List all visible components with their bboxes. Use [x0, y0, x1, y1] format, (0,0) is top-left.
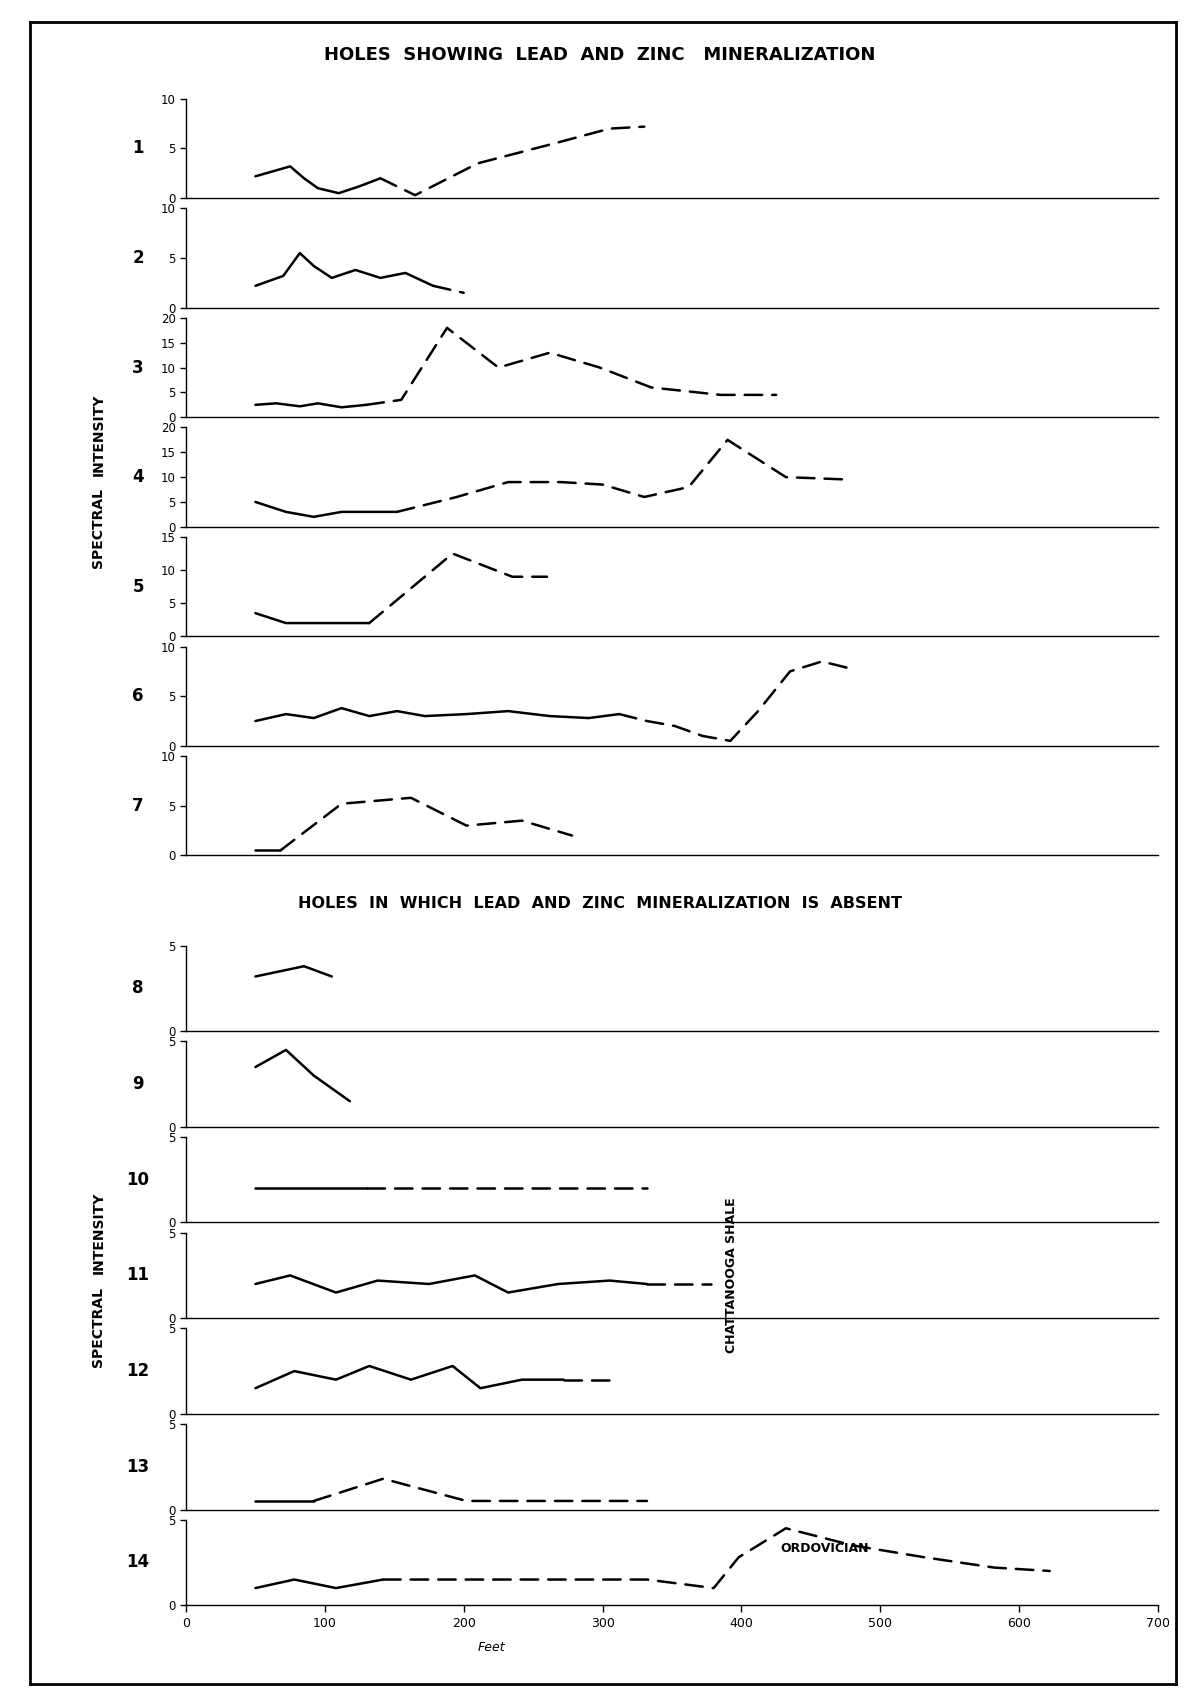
Text: 3: 3 — [132, 358, 144, 377]
Text: 13: 13 — [126, 1459, 150, 1476]
Text: 8: 8 — [132, 980, 144, 997]
Text: 2: 2 — [132, 249, 144, 268]
Text: 5: 5 — [132, 578, 144, 596]
Text: Feet: Feet — [478, 1641, 505, 1655]
Text: 1: 1 — [132, 140, 144, 157]
Text: 4: 4 — [132, 469, 144, 486]
Text: 7: 7 — [132, 797, 144, 815]
Text: 12: 12 — [126, 1361, 150, 1380]
Text: 14: 14 — [126, 1554, 150, 1571]
Text: CHATTANOOGA SHALE: CHATTANOOGA SHALE — [725, 1198, 738, 1353]
Text: INTENSITY: INTENSITY — [91, 394, 106, 475]
Text: 6: 6 — [132, 687, 144, 705]
Text: 9: 9 — [132, 1075, 144, 1092]
Text: 11: 11 — [126, 1266, 150, 1285]
Text: HOLES  IN  WHICH  LEAD  AND  ZINC  MINERALIZATION  IS  ABSENT: HOLES IN WHICH LEAD AND ZINC MINERALIZAT… — [298, 896, 902, 910]
Text: SPECTRAL: SPECTRAL — [91, 489, 106, 567]
Text: 10: 10 — [126, 1171, 150, 1189]
Text: ORDOVICIAN: ORDOVICIAN — [780, 1542, 869, 1554]
Text: INTENSITY: INTENSITY — [91, 1191, 106, 1275]
Text: HOLES  SHOWING  LEAD  AND  ZINC   MINERALIZATION: HOLES SHOWING LEAD AND ZINC MINERALIZATI… — [324, 46, 876, 63]
Text: SPECTRAL: SPECTRAL — [91, 1287, 106, 1367]
